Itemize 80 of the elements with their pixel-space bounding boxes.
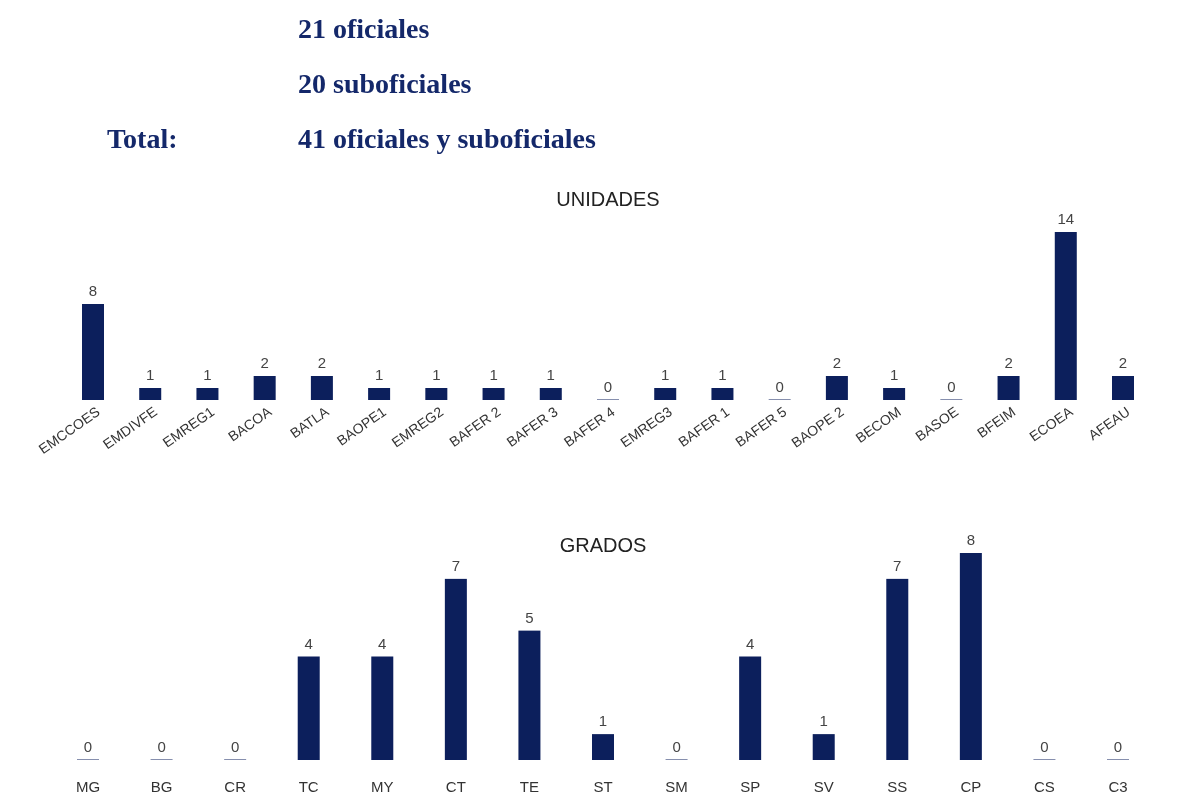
data-label: 4: [378, 634, 387, 652]
data-label: 0: [230, 737, 240, 755]
text: 41 oficiales y suboficiales: [298, 123, 596, 154]
data-label: 2: [1118, 354, 1128, 371]
data-label: 1: [718, 366, 727, 383]
bar: [310, 376, 333, 400]
x-tick-label: CS: [1034, 778, 1055, 795]
data-label: 4: [745, 634, 755, 652]
data-label: 1: [819, 712, 828, 730]
bar: [368, 388, 391, 400]
data-label: 1: [889, 366, 899, 383]
x-tick-label: SP: [740, 778, 761, 795]
data-label: 8: [966, 531, 976, 548]
x-tick-label: CT: [445, 778, 466, 795]
data-label: 2: [317, 354, 327, 371]
data-label: 0: [1113, 737, 1123, 755]
bar: [812, 734, 835, 760]
bar: [592, 734, 614, 760]
data-label: 0: [775, 377, 784, 395]
data-label: 0: [157, 737, 166, 755]
bar: [739, 656, 762, 760]
bar: [711, 388, 734, 400]
data-label: 0: [947, 377, 956, 395]
x-tick-label: CP: [960, 778, 982, 795]
x-tick-label: ST: [593, 778, 613, 795]
chart-title: GRADOS: [559, 534, 647, 556]
data-label: 0: [672, 737, 681, 755]
bar: [482, 388, 505, 400]
data-label: 0: [603, 377, 613, 395]
data-label: 1: [489, 366, 498, 383]
x-tick-label: SV: [813, 778, 834, 795]
x-tick-label: TE: [519, 778, 540, 795]
bar: [1112, 376, 1134, 400]
data-label: 2: [1004, 354, 1013, 371]
x-tick-label: SS: [887, 778, 908, 795]
data-label: 0: [83, 737, 93, 755]
x-tick-label: CR: [224, 778, 247, 795]
bar: [539, 388, 562, 400]
data-label: 5: [525, 608, 534, 626]
text: Total:: [107, 123, 178, 154]
bar: [883, 388, 906, 400]
data-label: 2: [832, 354, 842, 371]
text: 21 oficiales: [298, 13, 430, 44]
data-label: 14: [1057, 210, 1075, 227]
data-label: 1: [146, 366, 155, 383]
chart-title: UNIDADES: [556, 188, 660, 210]
bar: [297, 656, 320, 760]
data-label: 1: [374, 366, 384, 383]
data-label: 1: [661, 366, 670, 383]
bar: [654, 388, 677, 400]
bar: [959, 553, 982, 760]
data-label: 2: [260, 354, 269, 371]
bar: [886, 578, 909, 760]
bar: [139, 388, 162, 400]
data-label: 1: [203, 366, 212, 383]
bar: [997, 376, 1020, 400]
data-label: 1: [432, 366, 441, 383]
bar: [425, 388, 448, 400]
bar: [196, 388, 219, 400]
x-tick-label: MG: [75, 778, 101, 795]
data-label: 8: [88, 282, 98, 299]
bar: [1054, 232, 1077, 400]
x-tick-label: BG: [150, 778, 173, 795]
x-tick-label: SM: [665, 778, 688, 795]
x-tick-label: C3: [1108, 778, 1128, 795]
x-tick-label: MY: [371, 778, 394, 795]
bar: [518, 630, 541, 760]
bar: [253, 376, 276, 400]
data-label: 7: [451, 556, 461, 574]
bar: [444, 578, 467, 760]
data-label: 0: [1040, 737, 1049, 755]
x-tick-label: TC: [298, 778, 319, 795]
data-label: 4: [304, 634, 313, 652]
bar: [371, 656, 394, 760]
text: 20 suboficiales: [298, 68, 472, 99]
bar: [825, 376, 848, 400]
data-label: 7: [893, 556, 902, 574]
data-label: 1: [546, 366, 555, 383]
data-label: 1: [598, 712, 608, 730]
bar: [82, 304, 104, 400]
